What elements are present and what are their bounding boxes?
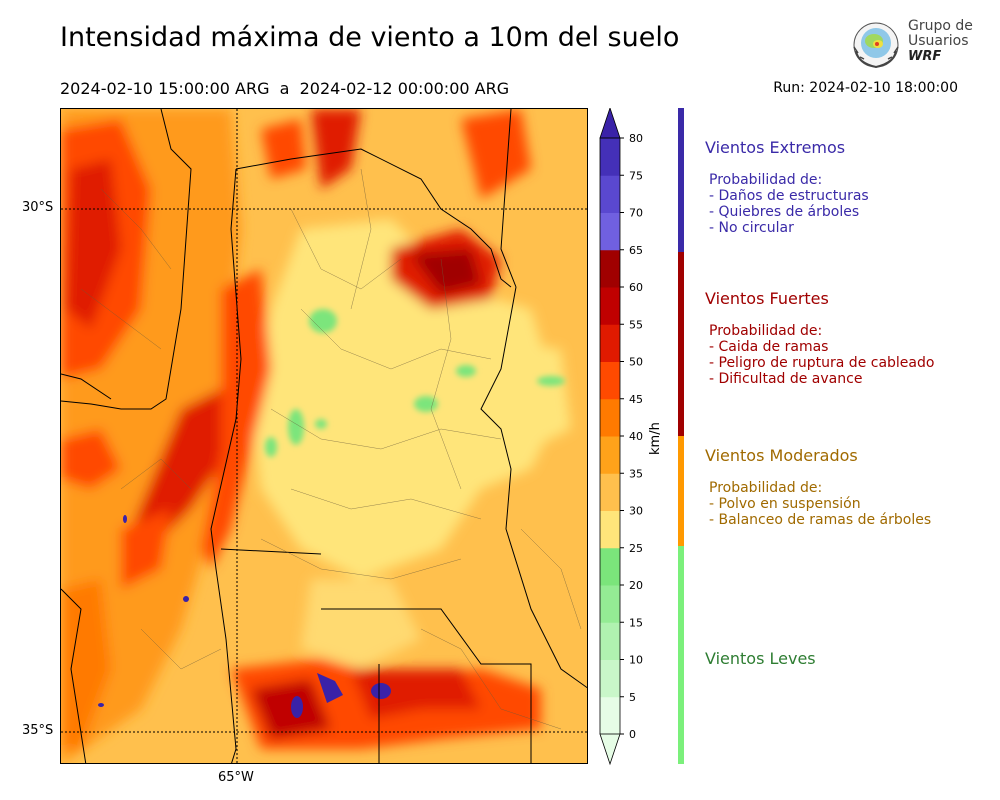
logo-line-1: Grupo de — [908, 18, 973, 34]
colorbar-tick-label: 55 — [629, 318, 643, 331]
wind-intensity-field — [61, 109, 587, 763]
colorbar-tick-label: 30 — [629, 505, 643, 518]
colorbar-tick-label: 15 — [629, 616, 643, 629]
logo-line-2: Usuarios — [908, 33, 969, 49]
colorbar-tick-label: 0 — [629, 728, 636, 741]
colorbar-band — [600, 510, 620, 549]
category-item: - Quiebres de árboles — [709, 204, 860, 220]
category-list-fuertes: Probabilidad de: - Caida de ramas - Peli… — [709, 323, 934, 387]
colorbar-tick-label: 50 — [629, 356, 643, 369]
chart-title: Intensidad máxima de viento a 10m del su… — [60, 22, 680, 53]
colorbar-band — [600, 212, 620, 251]
colorbar-band — [600, 622, 620, 660]
legend-bar-leves — [678, 546, 684, 764]
category-item: - Peligro de ruptura de cableado — [709, 355, 935, 371]
colorbar-tick-label: 35 — [629, 467, 643, 480]
colorbar-tick-label: 20 — [629, 579, 643, 592]
category-title-fuertes: Vientos Fuertes — [705, 289, 829, 308]
colorbar-band — [600, 175, 620, 213]
legend-bar-moderados — [678, 436, 684, 546]
colorbar-tick-label: 65 — [629, 244, 643, 257]
category-title-extremos: Vientos Extremos — [705, 138, 846, 157]
colorbar-band — [600, 138, 620, 176]
colorbar: 0 5 10 15 20 25 30 35 40 45 50 55 60 65 70 75 80 — [599, 108, 643, 766]
colorbar-band — [600, 436, 620, 474]
colorbar-band — [600, 287, 620, 325]
colorbar-tick-label: 10 — [629, 654, 643, 667]
colorbar-tick-label: 40 — [629, 430, 643, 443]
colorbar-band — [600, 398, 620, 437]
colorbar-tick-label: 70 — [629, 207, 643, 220]
legend-bar-extremos — [678, 108, 684, 252]
category-item: - Caida de ramas — [709, 339, 829, 355]
colorbar-tick-label: 25 — [629, 542, 643, 555]
colorbar-band — [600, 249, 620, 288]
category-list-extremos: Probabilidad de: - Daños de estructuras … — [709, 172, 869, 236]
legend-bar-fuertes — [678, 252, 684, 436]
colorbar-unit: km/h — [648, 422, 663, 455]
category-item: - No circular — [709, 220, 794, 236]
category-item: Probabilidad de: — [709, 172, 823, 188]
category-item: - Polvo en suspensión — [709, 496, 861, 512]
forecast-period: 2024-02-10 15:00:00 ARG a 2024-02-12 00:… — [60, 79, 510, 98]
lat-label-30s: 30°S — [22, 200, 54, 215]
category-item: - Dificultad de avance — [709, 371, 863, 387]
colorbar-band — [600, 361, 620, 400]
colorbar-band — [600, 547, 620, 586]
lat-label-35s: 35°S — [22, 723, 54, 738]
category-list-moderados: Probabilidad de: - Polvo en suspensión -… — [709, 480, 931, 528]
colorbar-band — [600, 324, 620, 362]
run-time: Run: 2024-02-10 18:00:00 — [773, 80, 958, 96]
colorbar-extend-high — [599, 108, 621, 139]
lon-label-65w: 65°W — [218, 770, 254, 785]
category-item: Probabilidad de: — [709, 480, 823, 496]
wind-map — [60, 108, 588, 764]
globe-icon — [853, 22, 899, 69]
colorbar-band — [600, 659, 620, 698]
category-title-leves: Vientos Leves — [705, 649, 816, 668]
colorbar-band — [600, 696, 620, 735]
colorbar-band — [600, 585, 620, 623]
colorbar-tick-label: 5 — [629, 691, 636, 704]
category-item: Probabilidad de: — [709, 323, 823, 339]
colorbar-tick-label: 60 — [629, 281, 643, 294]
category-title-moderados: Vientos Moderados — [705, 446, 858, 465]
colorbar-tick-label: 75 — [629, 169, 643, 182]
colorbar-band — [600, 473, 620, 511]
category-item: - Daños de estructuras — [709, 188, 869, 204]
logo-line-3: WRF — [908, 49, 942, 64]
grupo-wrf-logo: Grupo de Usuarios WRF — [848, 17, 978, 73]
colorbar-tick-label: 80 — [629, 132, 643, 145]
category-item: - Balanceo de ramas de árboles — [709, 512, 932, 528]
colorbar-tick-label: 45 — [629, 393, 643, 406]
colorbar-extend-low — [599, 733, 621, 766]
